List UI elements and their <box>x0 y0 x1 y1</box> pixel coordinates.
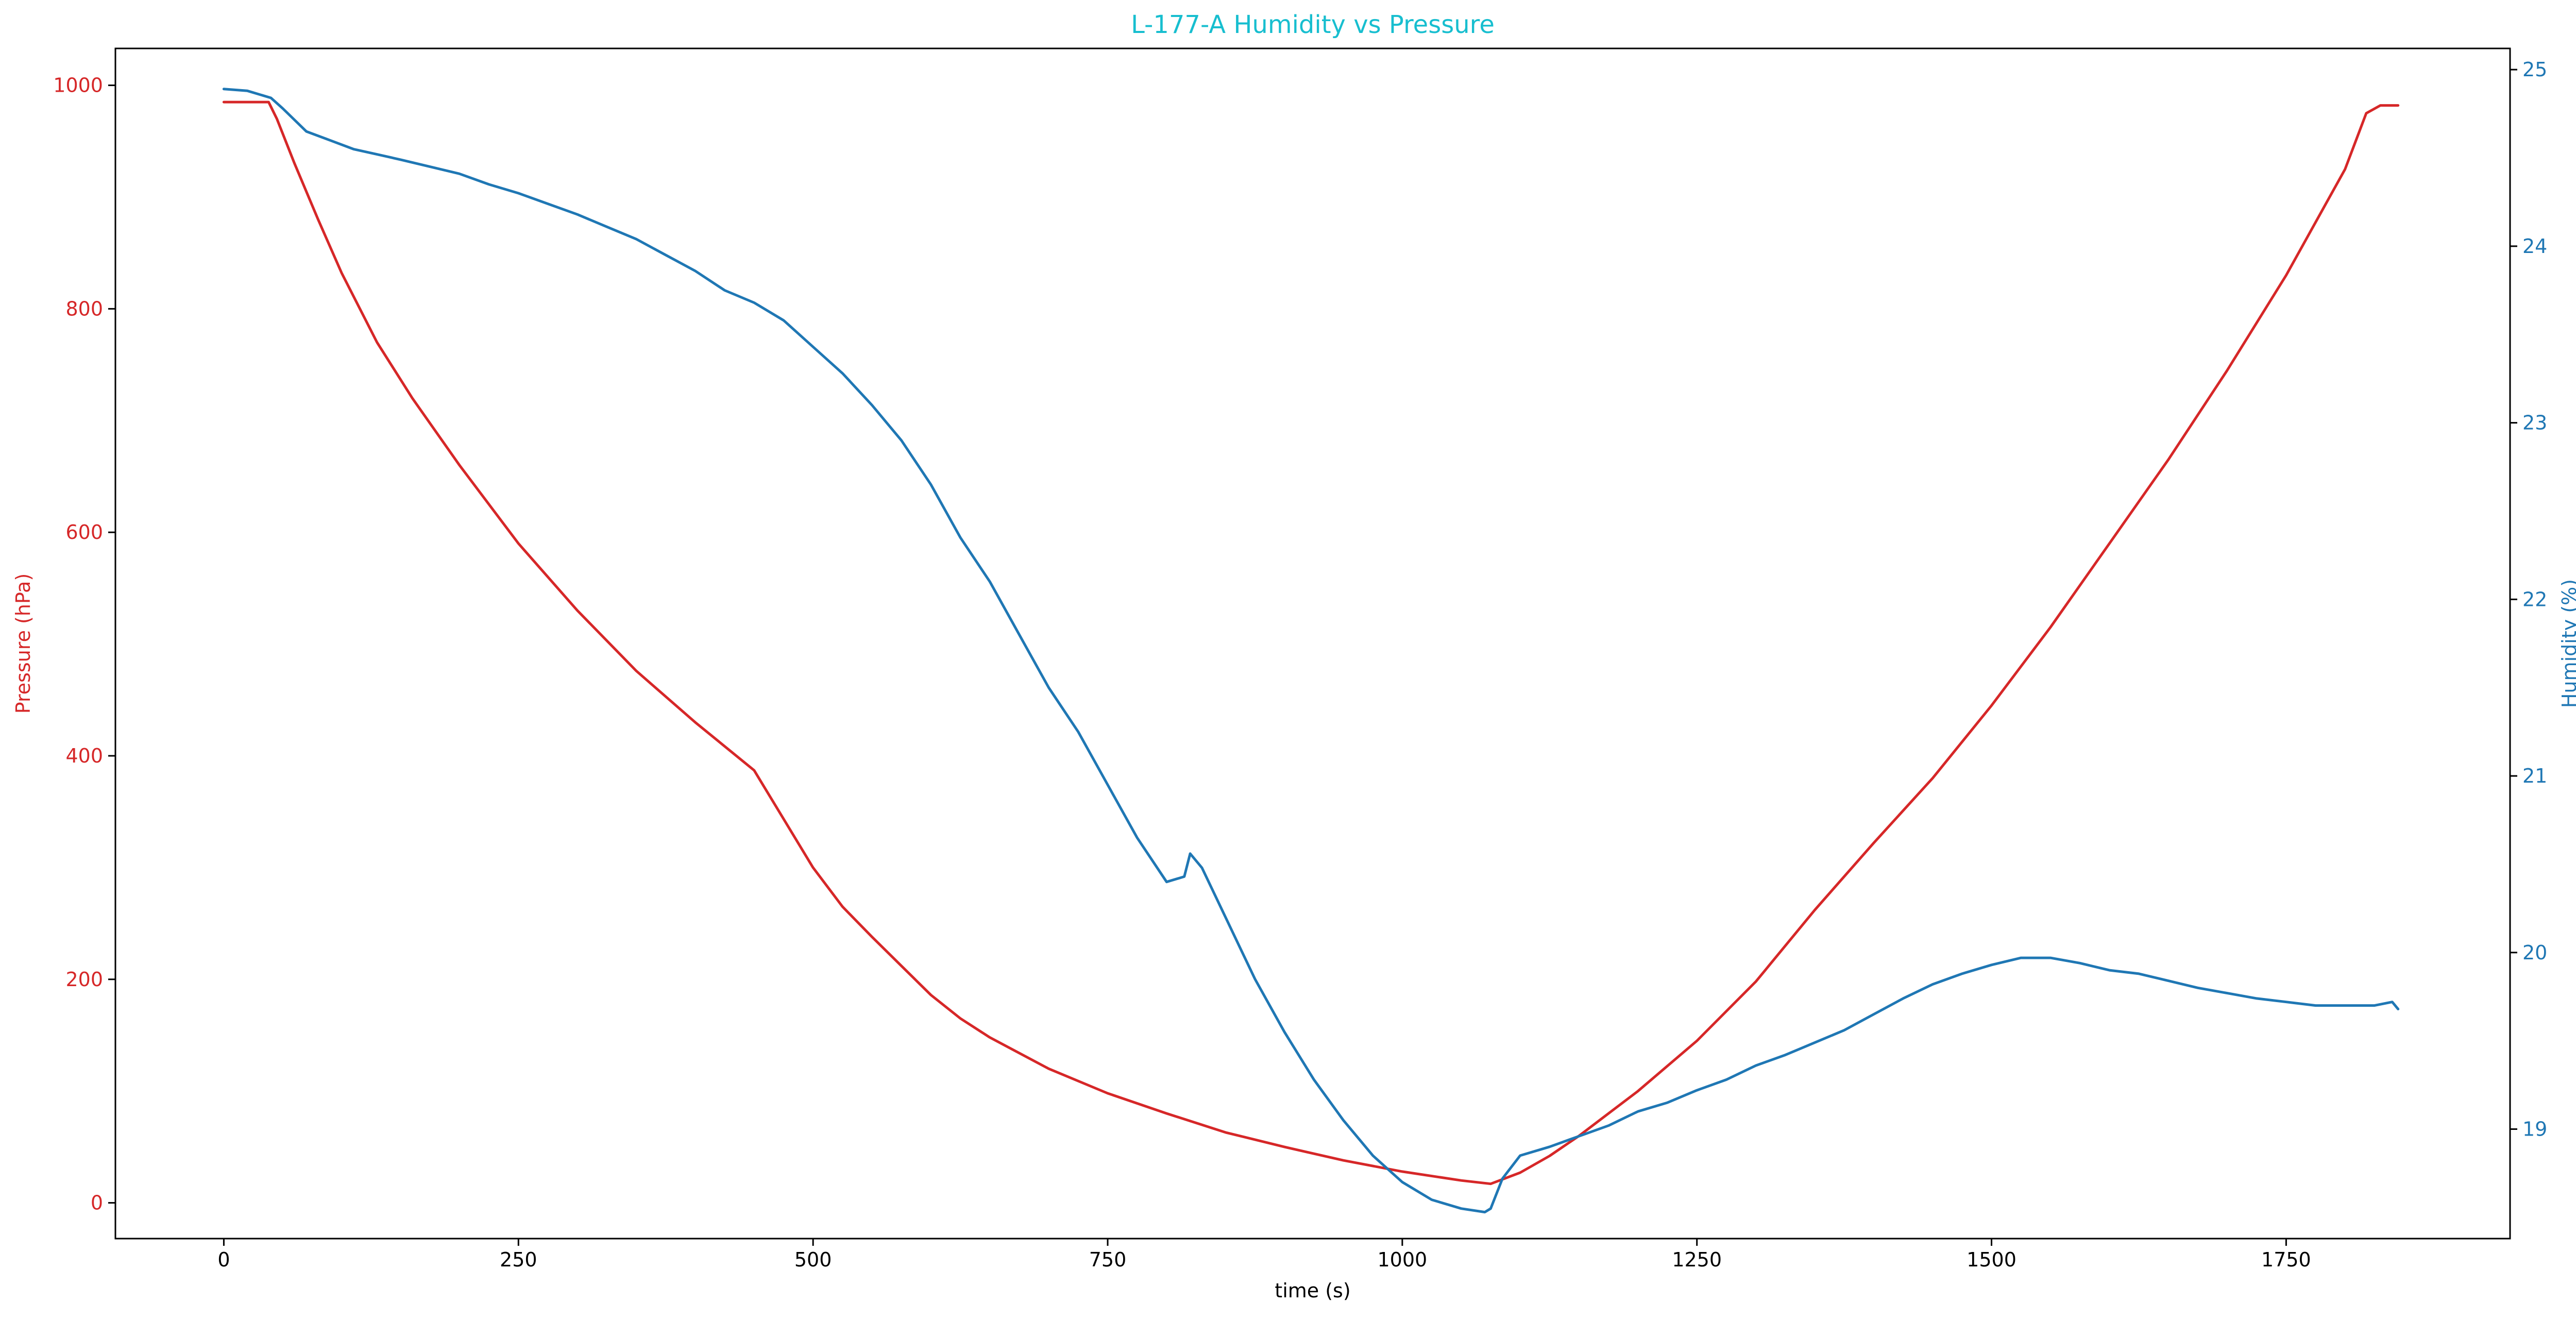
y-right-tick-label: 20 <box>2522 941 2547 964</box>
y-left-tick-label: 1000 <box>53 74 103 97</box>
x-axis-label: time (s) <box>1275 1279 1350 1302</box>
x-tick-label: 1500 <box>1967 1248 2016 1271</box>
y-left-axis-ticks: 0 200 400 600 800 1000 <box>53 74 115 1214</box>
y-left-axis-label: Pressure (hPa) <box>12 573 35 714</box>
chart-title: L-177-A Humidity vs Pressure <box>1131 10 1495 39</box>
y-right-tick-label: 24 <box>2522 235 2547 258</box>
y-right-tick-label: 23 <box>2522 412 2547 434</box>
y-right-tick-label: 21 <box>2522 765 2547 787</box>
x-axis-ticks: 0 250 500 750 1000 1250 1500 1750 <box>217 1239 2311 1271</box>
x-tick-label: 1000 <box>1377 1248 1427 1271</box>
y-right-tick-label: 19 <box>2522 1118 2547 1141</box>
plot-frame <box>114 47 2511 1240</box>
y-right-tick-label: 25 <box>2522 58 2547 81</box>
y-right-axis-ticks: 19 20 21 22 23 24 25 <box>2510 58 2547 1141</box>
x-tick-label: 1750 <box>2261 1248 2311 1271</box>
x-tick-label: 1250 <box>1672 1248 1722 1271</box>
x-tick-label: 0 <box>217 1248 230 1271</box>
x-tick-label: 250 <box>500 1248 537 1271</box>
y-left-tick-label: 800 <box>65 297 103 320</box>
y-left-tick-label: 600 <box>65 521 103 544</box>
plot-area <box>114 47 2511 1240</box>
y-right-tick-label: 22 <box>2522 588 2547 611</box>
x-tick-label: 750 <box>1089 1248 1127 1271</box>
x-tick-label: 500 <box>794 1248 832 1271</box>
pressure-series-line <box>222 100 2400 1186</box>
y-right-axis-label: Humidity (%) <box>2558 579 2576 708</box>
y-left-tick-label: 0 <box>91 1192 103 1214</box>
y-left-tick-label: 400 <box>65 744 103 767</box>
humidity-series-line <box>222 88 2400 1214</box>
y-left-tick-label: 200 <box>65 968 103 991</box>
